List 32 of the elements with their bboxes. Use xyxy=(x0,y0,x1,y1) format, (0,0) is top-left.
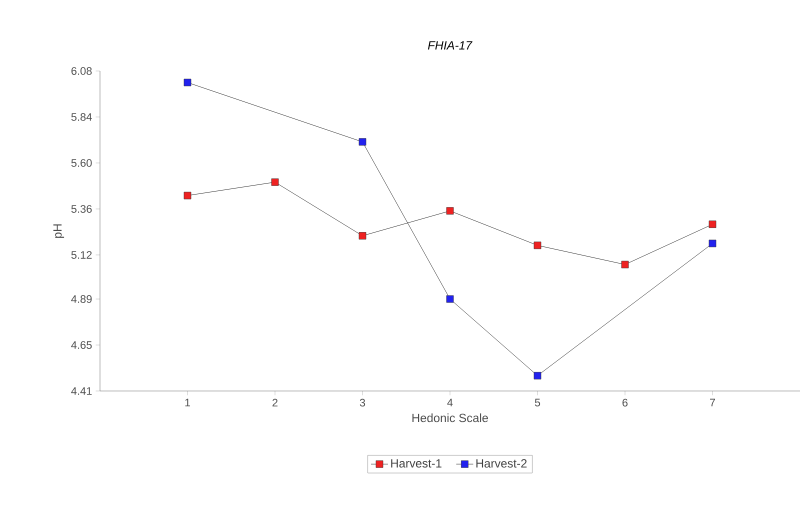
y-tick-label: 5.60 xyxy=(71,159,92,167)
y-tick-label: 5.36 xyxy=(71,205,92,213)
point xyxy=(446,207,454,215)
point xyxy=(184,192,192,200)
x-axis-title: Hedonic Scale xyxy=(412,413,488,422)
point xyxy=(708,220,716,228)
x-tick-label: 5 xyxy=(534,398,540,406)
x-tick-label: 1 xyxy=(185,398,190,406)
point xyxy=(621,260,629,268)
y-tick-label: 4.41 xyxy=(71,387,92,395)
point xyxy=(534,242,542,250)
y-tick-label: 5.84 xyxy=(71,113,92,121)
y-tick-label: 4.65 xyxy=(71,341,92,349)
legend-label: Harvest-2 xyxy=(476,459,527,468)
y-tick-label: 4.89 xyxy=(71,295,92,303)
point xyxy=(184,78,192,86)
x-tick-label: 3 xyxy=(360,398,366,407)
y-axis-title: pH xyxy=(53,224,64,238)
point xyxy=(534,372,542,380)
chart-title: FHIA-17 xyxy=(428,41,472,50)
x-tick-label: 6 xyxy=(622,398,628,407)
legend-label: Harvest-1 xyxy=(391,459,442,468)
x-tick-label: 7 xyxy=(710,398,716,406)
y-tick-label: 5.12 xyxy=(71,251,92,259)
point xyxy=(358,138,366,146)
point xyxy=(271,178,279,186)
point xyxy=(708,240,716,248)
x-tick-label: 2 xyxy=(272,398,278,406)
point xyxy=(358,232,366,240)
x-tick-label: 4 xyxy=(447,398,453,406)
point xyxy=(446,295,454,303)
y-tick-label: 6.08 xyxy=(71,67,92,75)
